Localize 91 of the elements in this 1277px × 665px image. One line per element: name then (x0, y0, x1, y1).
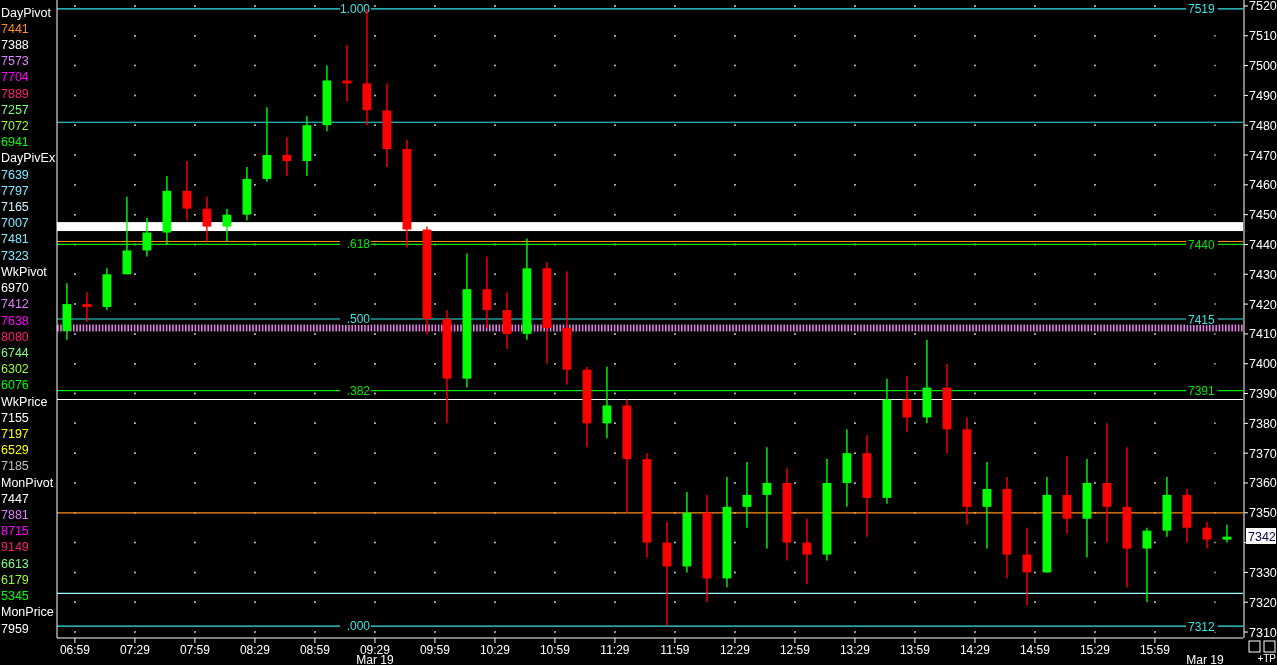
y-tick-label: 7390 (1249, 387, 1277, 402)
text: 7388 (1, 37, 29, 52)
text: 7959 (1, 621, 29, 636)
text: 6970 (1, 281, 29, 296)
ref-line-label: 7415 (1188, 312, 1216, 327)
y-tick-label: 7420 (1249, 297, 1277, 312)
x-tick-label: 12:59 (779, 643, 811, 657)
y-tick-label: 7430 (1249, 267, 1277, 282)
text: MonPivot (1, 475, 54, 490)
text: 7165 (1, 200, 29, 215)
text: Mar 19 (1186, 653, 1224, 665)
text: 7155 (1, 410, 29, 425)
text: 9149 (1, 540, 29, 555)
annotation: .000 (346, 619, 371, 634)
y-tick-label: 7400 (1249, 357, 1277, 372)
y-tick-label: 7410 (1249, 327, 1277, 342)
y-tick-label: 7370 (1249, 446, 1277, 461)
y-tick-label: 7330 (1249, 565, 1277, 580)
text: WkPrice (1, 394, 48, 409)
text: 7441 (1, 21, 29, 36)
x-tick-label: 11:29 (600, 643, 630, 657)
y-tick-label: 7520 (1249, 0, 1277, 14)
x-tick-label: 14:29 (959, 643, 991, 657)
y-tick-label: 7310 (1249, 625, 1277, 640)
x-tick-label: 13:59 (899, 643, 931, 657)
x-tick-label: 10:29 (479, 643, 511, 657)
ref-line-label: 7312 (1188, 619, 1216, 634)
text: 8080 (1, 329, 29, 344)
y-tick-label: 7470 (1249, 148, 1277, 163)
y-tick-label: 7500 (1249, 59, 1277, 74)
text: 7185 (1, 459, 29, 474)
text: 7197 (1, 426, 29, 441)
y-tick-label: 7320 (1249, 595, 1277, 610)
text: 7639 (1, 167, 29, 182)
text: WkPivot (1, 264, 48, 279)
text: 7638 (1, 313, 29, 328)
ref-line-label: 7391 (1188, 384, 1216, 399)
text: 7412 (1, 297, 29, 312)
annotation: .500 (346, 312, 371, 326)
ref-line-label: 7519 (1188, 2, 1216, 17)
x-tick-label: 14:59 (1019, 643, 1051, 657)
text: 5345 (1, 589, 29, 604)
text: 6076 (1, 378, 29, 393)
y-tick-label: 7490 (1249, 88, 1277, 103)
text: 6529 (1, 443, 29, 458)
x-tick-label: 12:29 (719, 643, 751, 657)
y-tick-label: 7350 (1249, 506, 1277, 521)
text: 7007 (1, 216, 29, 231)
text: DayPivEx (1, 151, 56, 166)
y-tick-label: 7480 (1249, 118, 1277, 133)
text: 6302 (1, 362, 29, 377)
text: 6941 (1, 135, 29, 150)
text: 7342 (1248, 529, 1276, 544)
annotation: .618 (346, 237, 371, 252)
text: 7481 (1, 232, 29, 247)
y-tick-label: 7380 (1249, 416, 1277, 431)
text: +TP (1257, 653, 1277, 664)
x-tick-label: 07:29 (119, 643, 151, 657)
x-tick-label: 10:59 (539, 643, 571, 657)
text: 7323 (1, 248, 29, 263)
text: MonPrice (1, 605, 54, 620)
text: 7257 (1, 102, 29, 117)
x-tick-label: 15:29 (1079, 643, 1111, 657)
x-tick-label: 09:59 (419, 643, 451, 657)
x-tick-label: 06:59 (59, 643, 91, 657)
text: 7881 (1, 508, 29, 523)
text: 7889 (1, 86, 29, 101)
y-tick-label: 7510 (1249, 29, 1277, 44)
y-tick-label: 7360 (1249, 476, 1277, 491)
annotation: 1.000 (339, 1, 371, 16)
text: 7072 (1, 118, 29, 133)
text: 7447 (1, 491, 29, 506)
ref-line-label: 7440 (1188, 237, 1216, 252)
y-tick-label: 7450 (1249, 208, 1277, 223)
text: 7573 (1, 54, 29, 69)
text: 6744 (1, 345, 29, 360)
annotation: .382 (346, 383, 371, 398)
x-tick-label: 08:29 (239, 643, 271, 657)
y-tick-label: 7440 (1249, 237, 1277, 252)
text: 6613 (1, 556, 29, 571)
x-tick-label: 07:59 (179, 643, 211, 657)
x-tick-label: 13:29 (839, 643, 871, 657)
x-tick-label: 11:59 (660, 643, 690, 657)
y-tick-label: 7460 (1249, 178, 1277, 193)
text: DayPivot (1, 5, 52, 20)
text: 7704 (1, 70, 29, 85)
text: 7797 (1, 183, 29, 198)
x-tick-label: 15:59 (1139, 643, 1171, 657)
x-tick-label: 08:59 (299, 643, 331, 657)
text: 6179 (1, 572, 29, 587)
text: 8715 (1, 524, 29, 539)
